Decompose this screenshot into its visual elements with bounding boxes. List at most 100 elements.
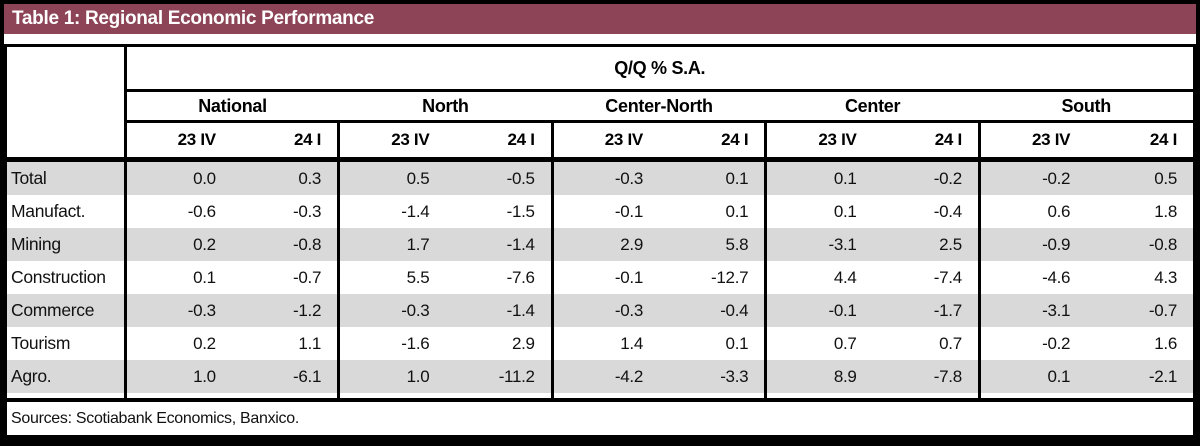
span-header-row: Q/Q % S.A.: [7, 47, 1193, 162]
value-cell: -12.7: [711, 267, 749, 287]
value-cell: 1.1: [298, 333, 322, 353]
spacer-cell: [872, 393, 980, 398]
value-cell: 4.4: [764, 261, 873, 294]
value-cell: 0.7: [939, 333, 962, 353]
header-gap: [4, 34, 1196, 44]
value-cell: -0.3: [125, 294, 232, 327]
value-cell: -0.4: [658, 294, 766, 327]
value-cell: -0.6: [187, 201, 216, 221]
value-cell: 1.6: [1154, 333, 1177, 353]
value-cell: 4.3: [1154, 267, 1177, 287]
table-figure: Table 1: Regional Economic Performance Q…: [4, 4, 1196, 438]
table-row: Construction 0.1 -0.7 5.5 -7.6 -0.1 -12.7 4.4 -7…: [7, 261, 1193, 294]
value-cell: 5.8: [658, 228, 766, 261]
value-cell: 0.1: [977, 360, 1087, 393]
region-header-north: North: [338, 90, 553, 123]
value-cell: 2.9: [511, 333, 535, 353]
value-cell: -0.7: [1086, 294, 1193, 327]
value-cell: 0.1: [725, 201, 749, 221]
value-cell: -7.8: [872, 360, 980, 393]
table-row: Agro. 1.0 -6.1 1.0 -11.2 -4.2 -3.3 8.9 -7.8 0.1 -2…: [7, 360, 1193, 393]
value-cell: -2.1: [1086, 360, 1193, 393]
value-cell: 1.4: [550, 327, 659, 360]
region-header-row: National North Center-North Center South: [7, 90, 1193, 123]
value-cell: 0.3: [231, 159, 339, 195]
value-cell: -0.3: [550, 159, 659, 195]
value-cell: 0.5: [337, 159, 446, 195]
period-header: 24 I: [658, 121, 766, 162]
period-header: 24 I: [872, 121, 980, 162]
region-header-center: Center: [765, 90, 980, 123]
value-cell: -1.4: [445, 228, 553, 261]
row-label: Manufact.: [7, 195, 127, 228]
row-label: Total: [7, 159, 127, 195]
sources-text: Sources: Scotiabank Economics, Banxico.: [11, 409, 300, 427]
corner-cell: [7, 47, 127, 162]
spacer-cell: [550, 393, 659, 398]
value-cell: -7.6: [506, 267, 535, 287]
value-cell: 0.2: [193, 333, 216, 353]
value-cell: -0.1: [550, 261, 659, 294]
row-label: Agro.: [7, 360, 127, 393]
value-cell: 1.8: [1154, 201, 1177, 221]
value-cell: -0.5: [445, 159, 553, 195]
row-label: Construction: [7, 261, 127, 294]
spacer-cell: [7, 393, 127, 398]
value-cell: 0.1: [193, 267, 216, 287]
period-header: 23 IV: [764, 121, 873, 162]
value-cell: -0.9: [977, 228, 1087, 261]
table-row: Tourism 0.2 1.1 -1.6 2.9 1.4 0.1 0.7 0.7 -0.2 1.6: [7, 327, 1193, 360]
value-cell: -11.2: [445, 360, 553, 393]
period-header: 23 IV: [550, 121, 659, 162]
value-cell: -0.3: [293, 201, 322, 221]
table-row: Commerce -0.3 -1.2 -0.3 -1.4 -0.3 -0.4 -0.1 -1.7…: [7, 294, 1193, 327]
value-cell: -0.4: [933, 201, 962, 221]
value-cell: 0.5: [1086, 159, 1193, 195]
period-header: 23 IV: [125, 121, 232, 162]
table-row: Mining 0.2 -0.8 1.7 -1.4 2.9 5.8 -3.1 2.5 -0.9 -0.…: [7, 228, 1193, 261]
value-cell: -1.5: [506, 201, 535, 221]
sources-note: Sources: Scotiabank Economics, Banxico.: [7, 398, 1193, 435]
spacer-cell: [977, 393, 1087, 398]
value-cell: 0.2: [125, 228, 232, 261]
period-header: 24 I: [231, 121, 339, 162]
value-cell: -0.2: [872, 159, 980, 195]
value-cell: 1.7: [337, 228, 446, 261]
value-cell: -3.1: [977, 294, 1087, 327]
value-cell: -3.1: [764, 228, 873, 261]
table-row: Total 0.0 0.3 0.5 -0.5 -0.3 0.1 0.1 -0.2 -0.2 0.5: [7, 159, 1193, 195]
value-cell: 2.9: [550, 228, 659, 261]
spacer-cell: [658, 393, 766, 398]
row-label: Commerce: [7, 294, 127, 327]
row-label: Tourism: [7, 327, 127, 360]
value-cell: -0.8: [231, 228, 339, 261]
spacer-cell: [764, 393, 873, 398]
value-cell: -7.4: [933, 267, 962, 287]
table-frame: Q/Q % S.A. National North Center-North Cent…: [4, 44, 1196, 438]
period-header: 23 IV: [977, 121, 1087, 162]
value-cell: 0.0: [125, 159, 232, 195]
value-cell: -1.2: [231, 294, 339, 327]
period-header: 23 IV: [337, 121, 446, 162]
region-header-center-north: Center-North: [552, 90, 766, 123]
economic-table: Q/Q % S.A. National North Center-North Cent…: [7, 47, 1193, 398]
period-header: 24 I: [1086, 121, 1193, 162]
value-cell: -0.1: [550, 195, 659, 228]
value-cell: -1.4: [445, 294, 553, 327]
value-cell: 5.5: [337, 261, 446, 294]
value-cell: 8.9: [764, 360, 873, 393]
value-cell: 2.5: [872, 228, 980, 261]
value-cell: -4.2: [550, 360, 659, 393]
spacer-cell: [125, 393, 232, 398]
value-cell: 1.0: [125, 360, 232, 393]
table-title: Table 1: Regional Economic Performance: [12, 8, 375, 29]
value-cell: 0.1: [725, 333, 749, 353]
table-title-bar: Table 1: Regional Economic Performance: [4, 4, 1196, 34]
value-cell: 0.7: [764, 327, 873, 360]
value-cell: 0.6: [977, 195, 1087, 228]
value-cell: -1.6: [337, 327, 446, 360]
value-cell: -0.3: [550, 294, 659, 327]
value-cell: 1.0: [337, 360, 446, 393]
value-cell: -1.7: [872, 294, 980, 327]
value-cell: -0.1: [764, 294, 873, 327]
